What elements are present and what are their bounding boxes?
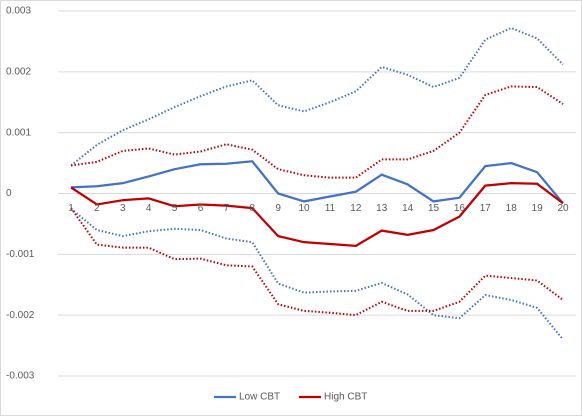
y-tick-label: 0.001 [6,127,31,138]
x-tick-label: 14 [402,203,414,214]
x-tick-label: 16 [454,203,466,214]
band-line [70,26,564,167]
x-tick-label: 7 [224,203,230,214]
series-line [70,160,564,204]
x-tick-label: 15 [428,203,440,214]
series-line [70,182,564,247]
band-line [70,207,564,341]
x-tick-label: 19 [532,203,544,214]
y-tick-label: 0.003 [6,6,31,17]
y-tick-label: -0.002 [6,310,35,321]
y-tick-label: 0.002 [6,66,31,77]
x-tick-label: 2 [94,203,100,214]
x-tick-label: 8 [249,203,255,214]
x-tick-label: 1 [68,203,74,214]
legend-label: High CBT [324,392,367,403]
x-tick-label: 18 [506,203,518,214]
x-tick-label: 12 [350,203,362,214]
x-tick-label: 11 [325,203,336,214]
legend-label: Low CBT [239,392,280,403]
x-tick-label: 10 [298,203,310,214]
x-tick-label: 17 [480,203,492,214]
x-tick-label: 9 [275,203,281,214]
x-tick-label: 3 [120,203,126,214]
x-tick-label: 6 [198,203,204,214]
y-tick-label: 0 [6,188,12,199]
x-tick-label: 4 [146,203,152,214]
band-line [70,85,564,179]
y-tick-label: -0.003 [6,371,35,382]
y-tick-label: -0.001 [6,249,35,260]
x-tick-label: 13 [376,203,388,214]
x-tick-label: 20 [557,203,569,214]
x-tick-label: 5 [172,203,178,214]
